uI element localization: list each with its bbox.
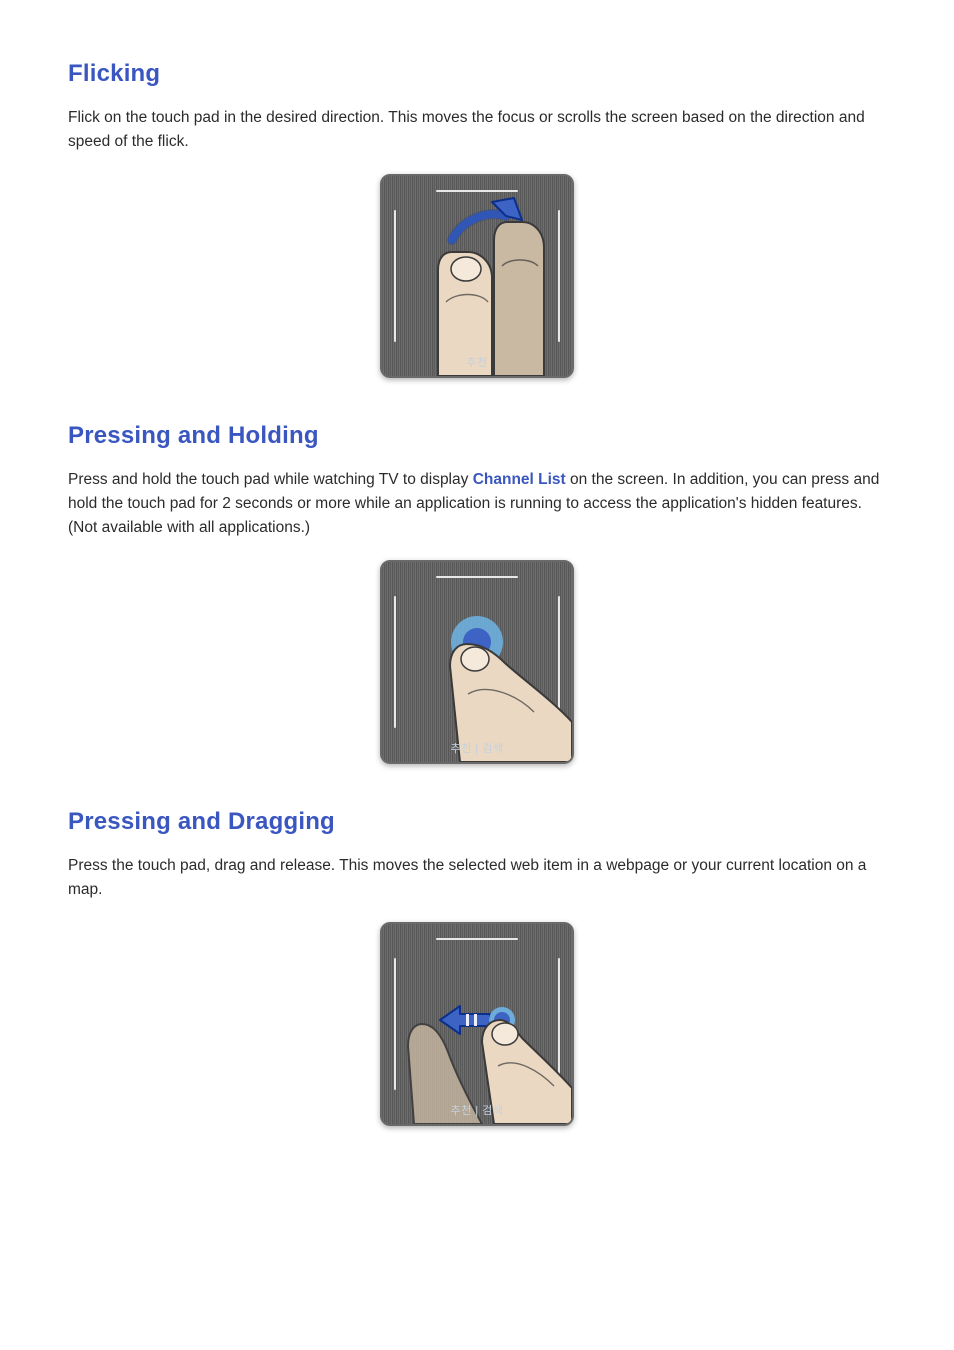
heading-pressing-holding: Pressing and Holding <box>68 422 886 450</box>
document-page: Flicking Flick on the touch pad in the d… <box>0 0 954 1350</box>
main-finger <box>482 1020 572 1124</box>
body-flicking: Flick on the touch pad in the desired di… <box>68 106 886 154</box>
main-finger <box>450 644 572 762</box>
touchpad-figure-flicking: 추천 <box>380 174 574 378</box>
background-finger <box>494 222 544 376</box>
drag-left-arrow-icon <box>440 1006 490 1034</box>
body-pressing-holding: Press and hold the touch pad while watch… <box>68 468 886 540</box>
heading-pressing-dragging: Pressing and Dragging <box>68 808 886 836</box>
figure-wrap-flicking: 추천 <box>68 174 886 378</box>
press-drag-illustration <box>382 924 572 1124</box>
touchpad-figure-pressing-dragging: 추천 | 검색 <box>380 922 574 1126</box>
section-flicking: Flicking Flick on the touch pad in the d… <box>68 60 886 378</box>
press-hold-illustration <box>382 562 572 762</box>
touchpad-figure-pressing-holding: 추천 | 검색 <box>380 560 574 764</box>
main-finger <box>438 252 492 376</box>
section-pressing-dragging: Pressing and Dragging Press the touch pa… <box>68 808 886 1126</box>
ui-term-channel-list: Channel List <box>473 471 566 488</box>
figure-wrap-pressing-dragging: 추천 | 검색 <box>68 922 886 1126</box>
body-pressing-dragging: Press the touch pad, drag and release. T… <box>68 854 886 902</box>
flick-illustration <box>382 176 572 376</box>
figure-wrap-pressing-holding: 추천 | 검색 <box>68 560 886 764</box>
heading-flicking: Flicking <box>68 60 886 88</box>
body-before: Press and hold the touch pad while watch… <box>68 471 473 488</box>
section-pressing-holding: Pressing and Holding Press and hold the … <box>68 422 886 764</box>
destination-finger-shadow <box>408 1024 482 1124</box>
